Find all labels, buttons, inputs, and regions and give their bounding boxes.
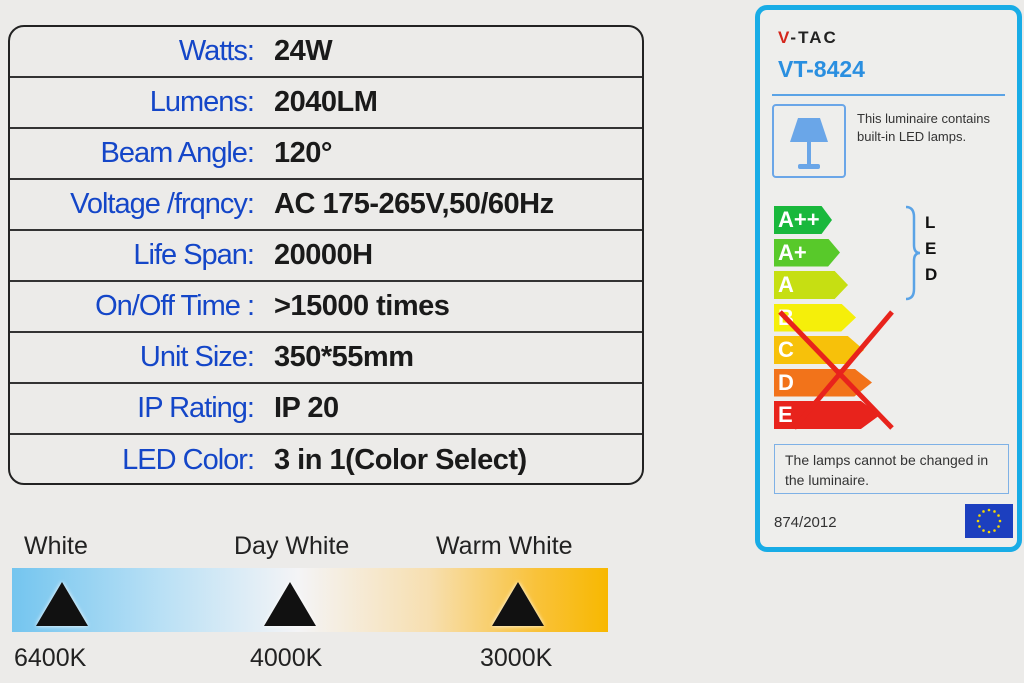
spec-label: Life Span:: [133, 239, 255, 271]
spec-row: Voltage /frqncy: AC 175-265V,50/60Hz: [10, 180, 642, 231]
spec-label: Lumens:: [149, 86, 255, 118]
spec-label: LED Color:: [122, 444, 255, 476]
spec-value: >15000 times: [274, 290, 450, 322]
spec-value: 120°: [274, 137, 332, 169]
energy-label: V-TAC VT-8424 This luminaire contains bu…: [755, 5, 1022, 552]
spec-value: IP 20: [274, 392, 339, 424]
spec-label: IP Rating:: [137, 392, 255, 424]
energy-class-a: A: [774, 271, 848, 299]
led-letter: L: [925, 213, 936, 232]
lamps-note: The lamps cannot be changed in the lumin…: [774, 444, 1009, 494]
spec-value: 20000H: [274, 239, 373, 271]
spec-value: 3 in 1(Color Select): [274, 444, 527, 476]
contains-text: This luminaire contains built-in LED lam…: [857, 111, 990, 144]
spec-label: Unit Size:: [139, 341, 255, 373]
spec-value: AC 175-265V,50/60Hz: [274, 188, 554, 220]
triangle-marker-icon: [264, 582, 316, 626]
energy-class-aplus: A+: [774, 238, 840, 267]
led-letter: D: [925, 265, 938, 284]
spec-value: 24W: [274, 35, 333, 67]
led-letter: E: [925, 239, 937, 258]
kelvin-4000: 4000K: [250, 644, 323, 672]
energy-class-e: E: [774, 401, 880, 429]
temp-name-warm-white: Warm White: [436, 532, 573, 560]
divider: [772, 94, 1005, 96]
spec-row: LED Color: 3 in 1(Color Select): [10, 435, 642, 483]
spec-label: Beam Angle:: [100, 137, 255, 169]
lamp-icon: [772, 104, 846, 178]
kelvin-3000: 3000K: [480, 644, 553, 672]
spec-row: On/Off Time : >15000 times: [10, 282, 642, 333]
kelvin-6400: 6400K: [14, 644, 87, 672]
eu-flag-icon: [965, 504, 1013, 538]
spec-row: IP Rating: IP 20: [10, 384, 642, 435]
temp-name-day-white: Day White: [234, 532, 350, 560]
spec-value: 2040LM: [274, 86, 378, 118]
triangle-marker-icon: [36, 582, 88, 626]
spec-label: On/Off Time :: [95, 290, 255, 322]
triangle-marker-icon: [492, 582, 544, 626]
temp-name-white: White: [24, 532, 88, 560]
spec-row: Life Span: 20000H: [10, 231, 642, 282]
spec-value: 350*55mm: [274, 341, 414, 373]
spec-row: Watts: 24W: [10, 27, 642, 78]
spec-label: Voltage /frqncy:: [70, 188, 255, 220]
cross-out-icon: [778, 310, 894, 430]
spec-table: Watts: 24W Lumens: 2040LM Beam Angle: 120° Vol…: [8, 25, 644, 485]
model-number: VT-8424: [778, 56, 865, 82]
spec-row: Beam Angle: 120°: [10, 129, 642, 180]
spec-label: Watts:: [178, 35, 255, 67]
spec-row: Lumens: 2040LM: [10, 78, 642, 129]
brace-icon: [905, 205, 921, 301]
energy-class-aplusplus: A++: [774, 206, 832, 234]
spec-row: Unit Size: 350*55mm: [10, 333, 642, 384]
regulation-number: 874/2012: [774, 514, 837, 531]
brand-logo: V-TAC: [778, 28, 838, 47]
